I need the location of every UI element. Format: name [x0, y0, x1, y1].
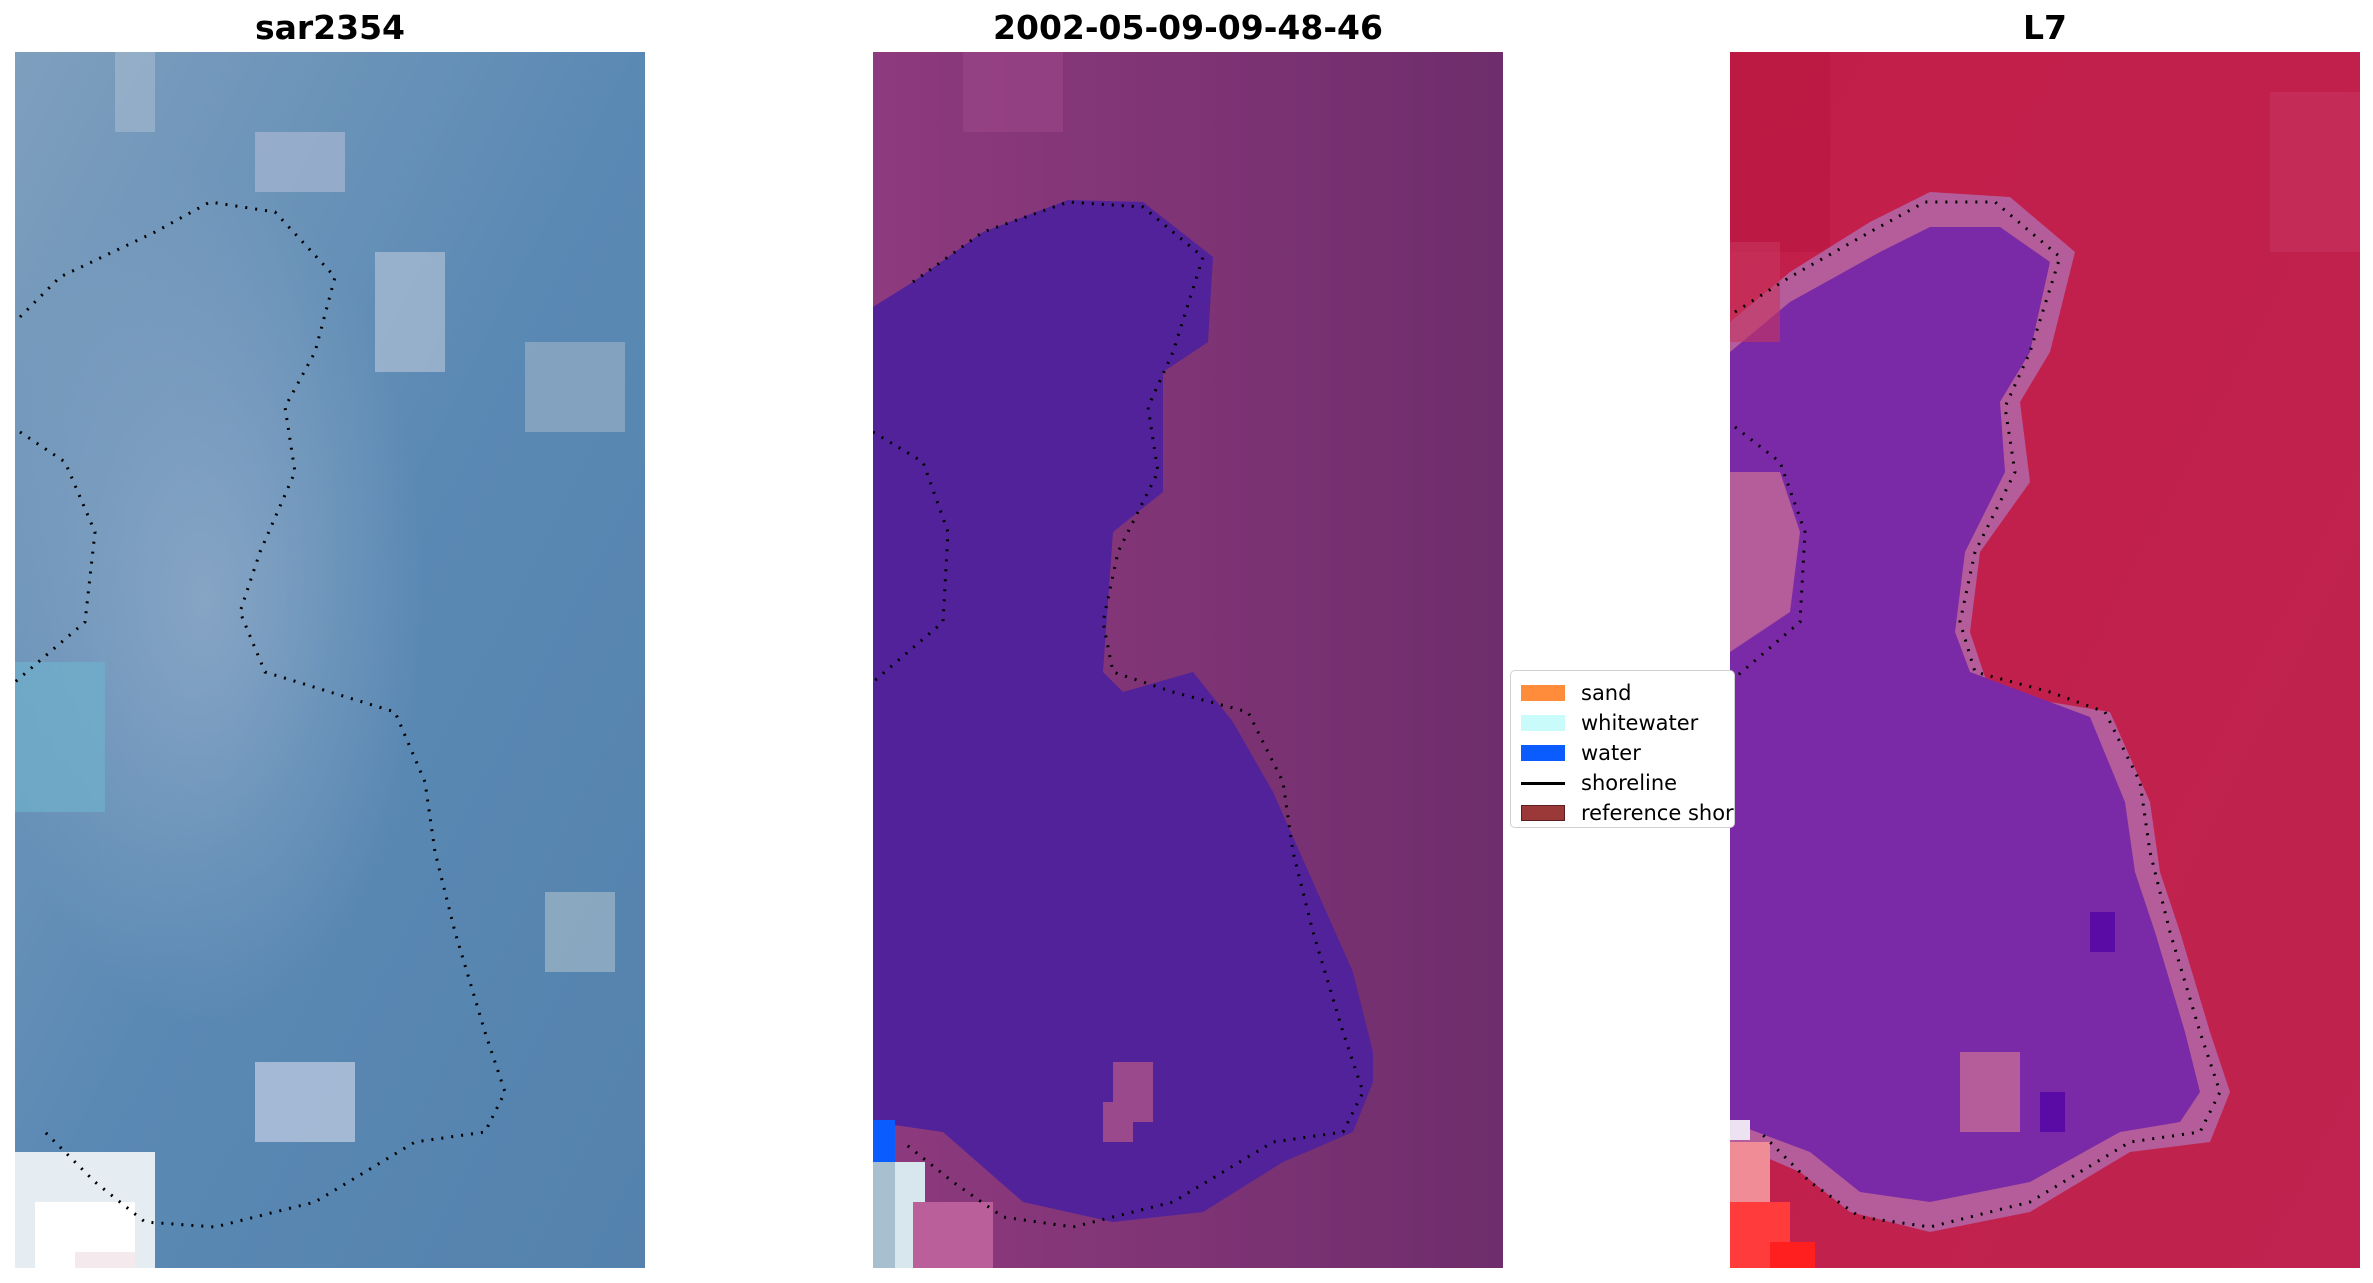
classified-image [873, 52, 1503, 1268]
legend-label-whitewater: whitewater [1581, 711, 1699, 735]
legend-item-water: water [1521, 739, 1641, 767]
legend-label-reference-shoreline: reference shoreline [1581, 801, 1734, 825]
shoreline-line-swatch [1521, 781, 1565, 785]
panel-title-mndwi: L7 [2023, 8, 2067, 47]
water-swatch [1521, 745, 1565, 761]
mndwi-image-panel [1730, 52, 2360, 1268]
panel-title-classified: 2002-05-09-09-48-46 [993, 8, 1383, 47]
legend-label-shoreline: shoreline [1581, 771, 1678, 795]
rgb-image-panel [15, 52, 645, 1268]
rgb-image [15, 52, 645, 1268]
panel-title-rgb: sar2354 [254, 8, 406, 47]
whitewater-swatch [1521, 715, 1565, 731]
mndwi-image [1730, 52, 2360, 1268]
legend-label-water: water [1581, 741, 1641, 765]
legend-item-whitewater: whitewater [1521, 709, 1698, 737]
legend-item-reference-shoreline: reference shoreline [1521, 799, 1734, 827]
classified-image-panel [873, 52, 1503, 1268]
reference-shoreline-swatch [1521, 805, 1565, 821]
sand-swatch [1521, 685, 1565, 701]
legend-item-sand: sand [1521, 679, 1631, 707]
legend-item-shoreline: shoreline [1521, 769, 1677, 797]
legend-label-sand: sand [1581, 681, 1632, 705]
legend: sand whitewater water shoreline referenc… [1510, 670, 1735, 828]
